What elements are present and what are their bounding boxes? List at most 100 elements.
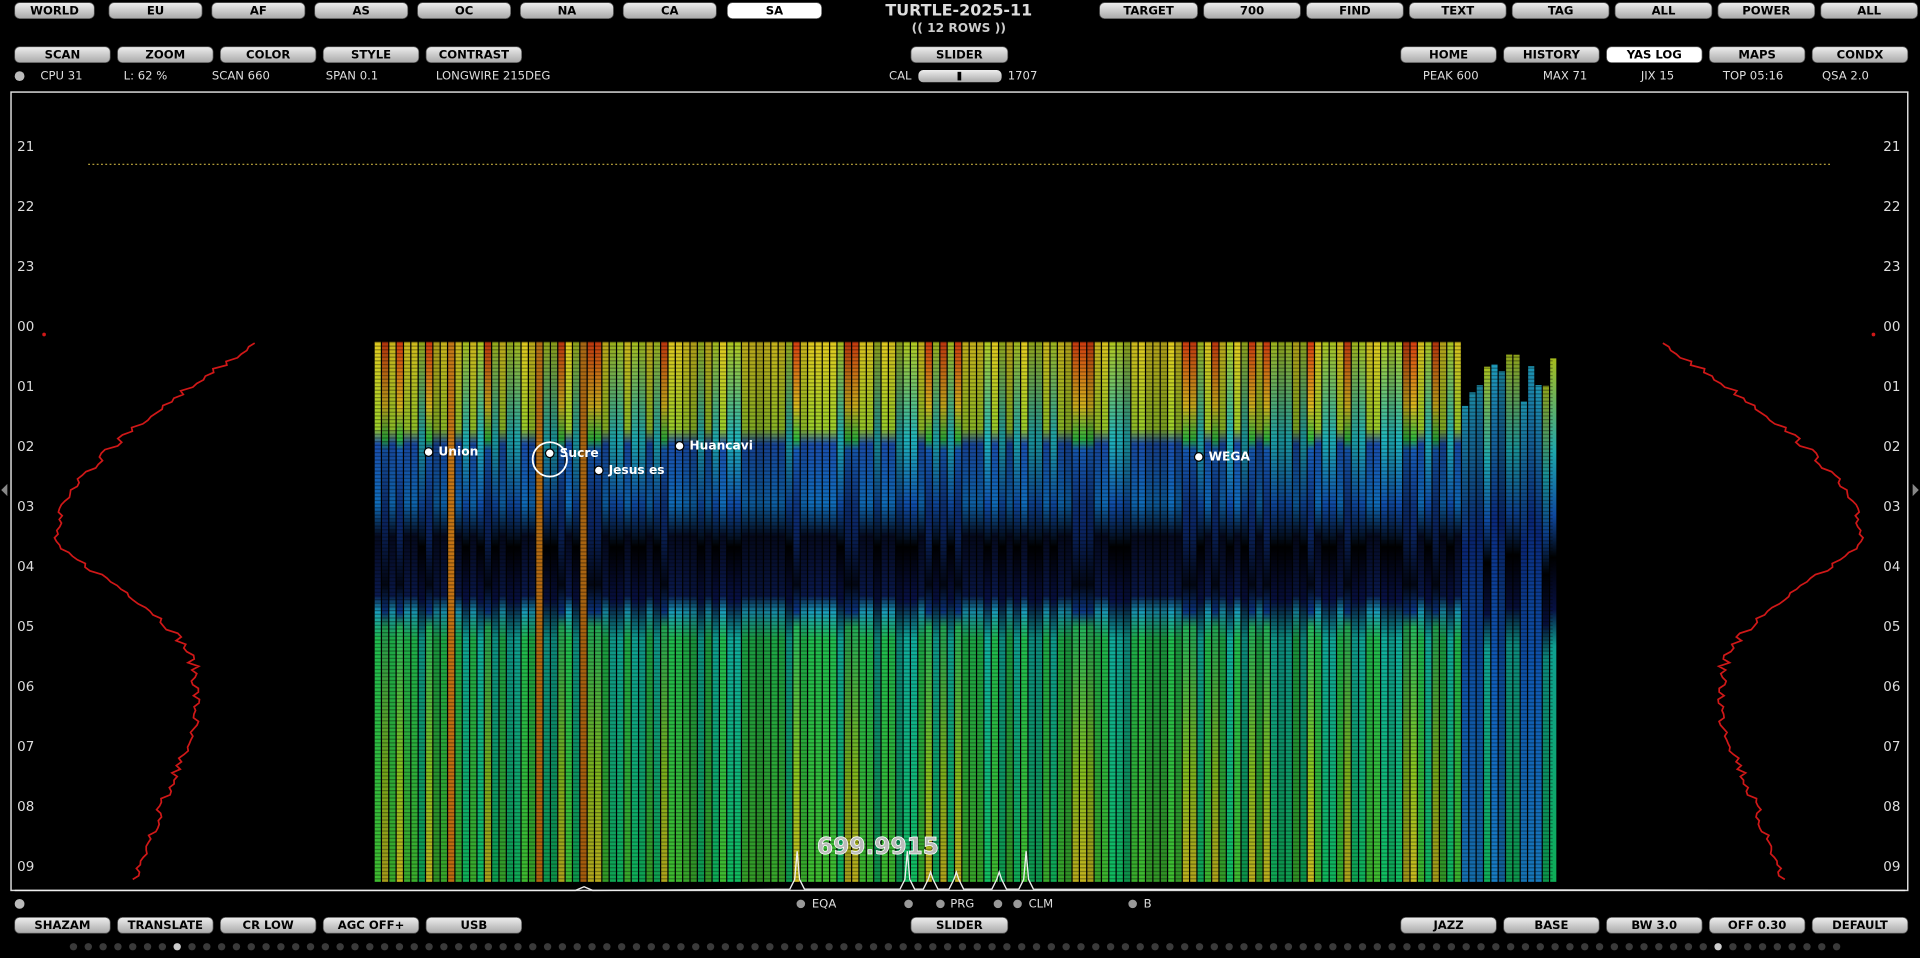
button[interactable] <box>1400 916 1497 934</box>
button-label[interactable]: ALL <box>1857 4 1881 18</box>
status-text: SPAN 0.1 <box>326 69 378 83</box>
scroll-right[interactable] <box>1912 483 1919 497</box>
station-dot[interactable] <box>1193 452 1204 462</box>
page-dot <box>455 943 463 951</box>
button-label[interactable]: CONTRAST <box>439 48 509 62</box>
station-label[interactable]: Huancavi <box>689 438 753 452</box>
cal-slider-thumb[interactable] <box>957 71 962 81</box>
button-label[interactable]: CA <box>661 4 679 18</box>
page-dot <box>277 943 285 951</box>
button[interactable] <box>117 916 214 934</box>
button[interactable] <box>117 46 214 64</box>
button-label[interactable]: MAPS <box>1738 48 1775 62</box>
button[interactable] <box>417 2 511 19</box>
button[interactable] <box>1606 46 1703 64</box>
button[interactable] <box>726 2 822 19</box>
button[interactable] <box>1606 916 1703 934</box>
scroll-left[interactable] <box>1 483 8 497</box>
button-label[interactable]: TARGET <box>1123 4 1173 18</box>
button-label[interactable]: STYLE <box>351 48 391 62</box>
button[interactable] <box>14 916 111 934</box>
button[interactable] <box>910 916 1009 934</box>
button-label[interactable]: SCAN <box>45 48 81 62</box>
button-label[interactable]: OFF 0.30 <box>1728 918 1787 932</box>
button[interactable] <box>622 2 717 19</box>
button[interactable] <box>1503 916 1600 934</box>
button[interactable] <box>1709 46 1806 64</box>
button[interactable] <box>520 2 614 19</box>
button-label[interactable]: SHAZAM <box>34 918 90 932</box>
page-dot <box>395 943 404 951</box>
button[interactable] <box>220 916 317 934</box>
station-dot[interactable] <box>593 465 604 476</box>
button-label[interactable]: FIND <box>1339 4 1371 18</box>
button-label[interactable]: EU <box>147 4 164 18</box>
button[interactable] <box>14 2 95 19</box>
button[interactable] <box>1400 46 1497 64</box>
button[interactable] <box>322 916 420 934</box>
button-label[interactable]: COLOR <box>246 48 290 62</box>
page-dot <box>1581 943 1589 951</box>
button-label[interactable]: SLIDER <box>936 918 983 932</box>
button-label[interactable]: AGC OFF+ <box>338 918 405 932</box>
station-dot[interactable] <box>544 448 555 459</box>
button[interactable] <box>1709 916 1806 934</box>
button-label[interactable]: HOME <box>1429 48 1468 62</box>
station-label[interactable]: Sucre <box>560 446 599 460</box>
button-label[interactable]: TAG <box>1548 4 1574 18</box>
button-label[interactable]: BASE <box>1534 918 1568 932</box>
button[interactable] <box>1409 2 1507 19</box>
button[interactable] <box>1811 916 1909 934</box>
button-label[interactable]: WORLD <box>30 4 79 18</box>
button[interactable] <box>1306 2 1404 19</box>
station-dot[interactable] <box>674 441 685 451</box>
button[interactable] <box>1614 2 1713 19</box>
button-label[interactable]: 700 <box>1240 4 1264 18</box>
station-dot[interactable] <box>423 447 434 457</box>
button[interactable] <box>314 2 409 19</box>
row-label: 09 <box>1883 860 1900 875</box>
waterfall-texture <box>374 341 1553 882</box>
button-label[interactable]: POWER <box>1742 4 1790 18</box>
station-label[interactable]: WEGA <box>1209 449 1251 463</box>
button-label[interactable]: DEFAULT <box>1832 918 1888 932</box>
button-label[interactable]: USB <box>461 918 488 932</box>
button-label[interactable]: SA <box>766 4 783 18</box>
button[interactable] <box>211 2 306 19</box>
page-dot <box>217 943 226 951</box>
button-label[interactable]: TRANSLATE <box>128 918 203 932</box>
button[interactable] <box>1717 2 1816 19</box>
button[interactable] <box>425 916 522 934</box>
button-label[interactable]: NA <box>558 4 577 18</box>
button-label[interactable]: BW 3.0 <box>1631 918 1677 932</box>
button[interactable] <box>108 2 203 19</box>
button-label[interactable]: CR LOW <box>243 918 294 932</box>
page-dot <box>1699 943 1707 951</box>
button[interactable] <box>1811 46 1909 64</box>
button[interactable] <box>1511 2 1610 19</box>
station-label[interactable]: Union <box>438 445 478 459</box>
button[interactable] <box>1099 2 1198 19</box>
button-label[interactable]: ZOOM <box>145 48 185 62</box>
button-label[interactable]: YAS LOG <box>1626 48 1682 62</box>
button[interactable] <box>910 46 1009 64</box>
button-label[interactable]: SLIDER <box>936 48 983 62</box>
row-label: 23 <box>1883 260 1900 275</box>
button[interactable] <box>1203 2 1301 19</box>
button-label[interactable]: AF <box>250 4 267 18</box>
station-label[interactable]: Jesus es <box>608 463 665 477</box>
button[interactable] <box>14 46 111 64</box>
button[interactable] <box>1503 46 1600 64</box>
button-label[interactable]: TEXT <box>1441 4 1474 18</box>
button[interactable] <box>220 46 317 64</box>
button-label[interactable]: AS <box>353 4 370 18</box>
button[interactable] <box>425 46 522 64</box>
waterfall <box>374 341 1557 882</box>
button-label[interactable]: ALL <box>1652 4 1676 18</box>
button[interactable] <box>1820 2 1918 19</box>
button[interactable] <box>322 46 420 64</box>
button-label[interactable]: CONDX <box>1837 48 1884 62</box>
button-label[interactable]: OC <box>455 4 473 18</box>
button-label[interactable]: HISTORY <box>1523 48 1581 62</box>
button-label[interactable]: JAZZ <box>1432 918 1463 932</box>
